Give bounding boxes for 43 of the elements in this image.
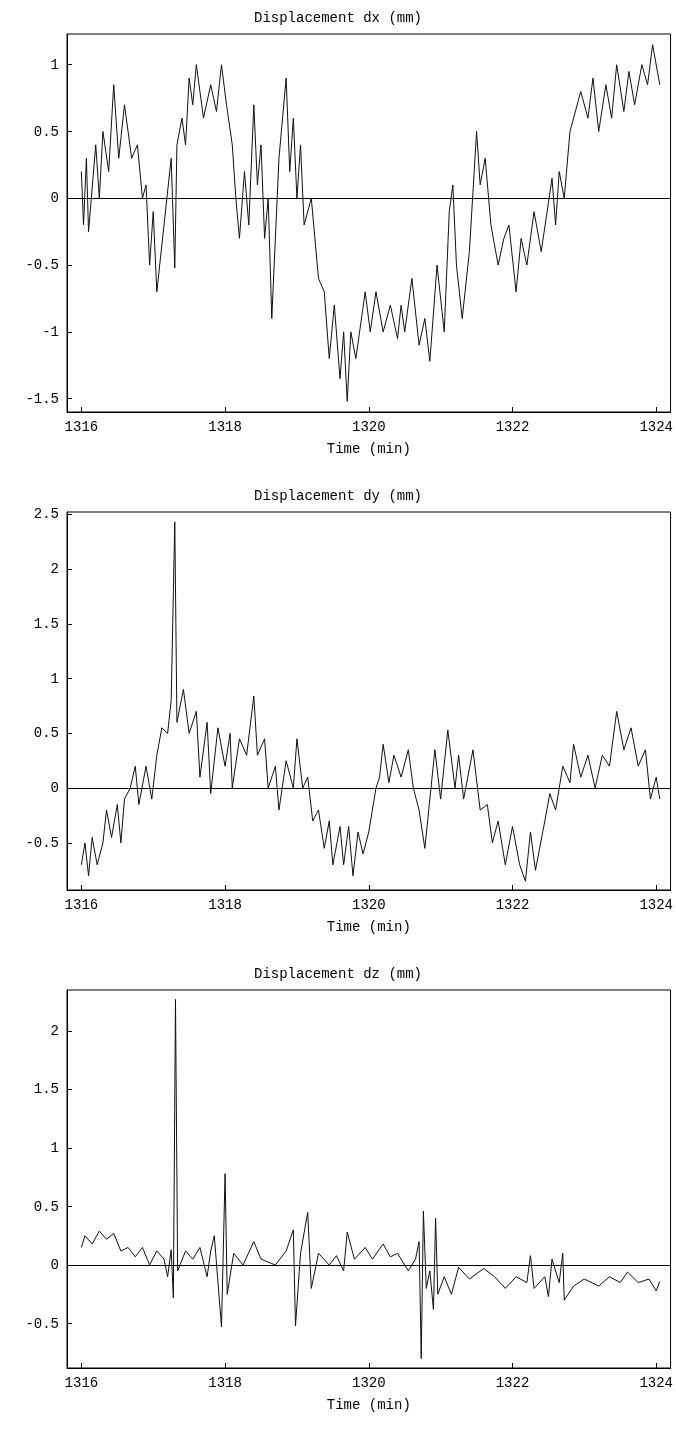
y-tick-label: 0 [50,1257,59,1274]
x-tick-label: 1320 [351,1375,386,1391]
x-tick-label: 1322 [495,897,530,913]
line-series [80,44,661,402]
y-tick-label: -0.5 [25,1315,59,1332]
y-tick-label: 2 [50,560,59,577]
x-tick-label: 1316 [64,419,99,435]
y-tick-label: -0.5 [25,834,59,851]
x-tick-label: 1324 [639,897,673,913]
y-tick-label: -0.5 [25,257,59,274]
y-tick-label: 0.5 [33,725,59,742]
x-tick-label: 1322 [495,1375,530,1391]
y-tick-label: -1.5 [25,390,59,407]
x-axis-title: Time (min) [326,441,411,457]
x-tick-label: 1322 [495,419,530,435]
x-tick-label: 1324 [639,419,673,435]
y-tick-label: -1 [42,323,59,340]
y-tick-label: 0.5 [33,1198,59,1215]
chart-title: Displacement dz (mm) [253,966,423,982]
x-tick-label: 1320 [351,419,386,435]
x-tick-label: 1324 [639,1375,673,1391]
y-tick-label: 2 [50,1022,59,1039]
y-tick-label: 0 [50,190,59,207]
x-axis-title: Time (min) [326,919,411,935]
y-tick-label: 1 [50,56,59,73]
chart-title: Displacement dy (mm) [253,488,423,504]
y-tick-label: 0 [50,780,59,797]
y-tick-label: 1.5 [33,615,59,632]
line-series [80,998,661,1360]
x-tick-label: 1316 [64,1375,99,1391]
y-tick-label: 1.5 [33,1081,59,1098]
line-series [80,521,661,882]
x-tick-label: 1316 [64,897,99,913]
y-tick-label: 0.5 [33,123,59,140]
y-tick-label: 1 [50,670,59,687]
chart-title: Displacement dx (mm) [253,10,423,26]
y-tick-label: 1 [50,1139,59,1156]
x-tick-label: 1318 [208,419,242,435]
x-axis-title: Time (min) [326,1397,411,1413]
x-tick-label: 1318 [208,897,242,913]
y-tick-label: 2.5 [33,506,59,523]
x-tick-label: 1318 [208,1375,242,1391]
x-tick-label: 1320 [351,897,386,913]
